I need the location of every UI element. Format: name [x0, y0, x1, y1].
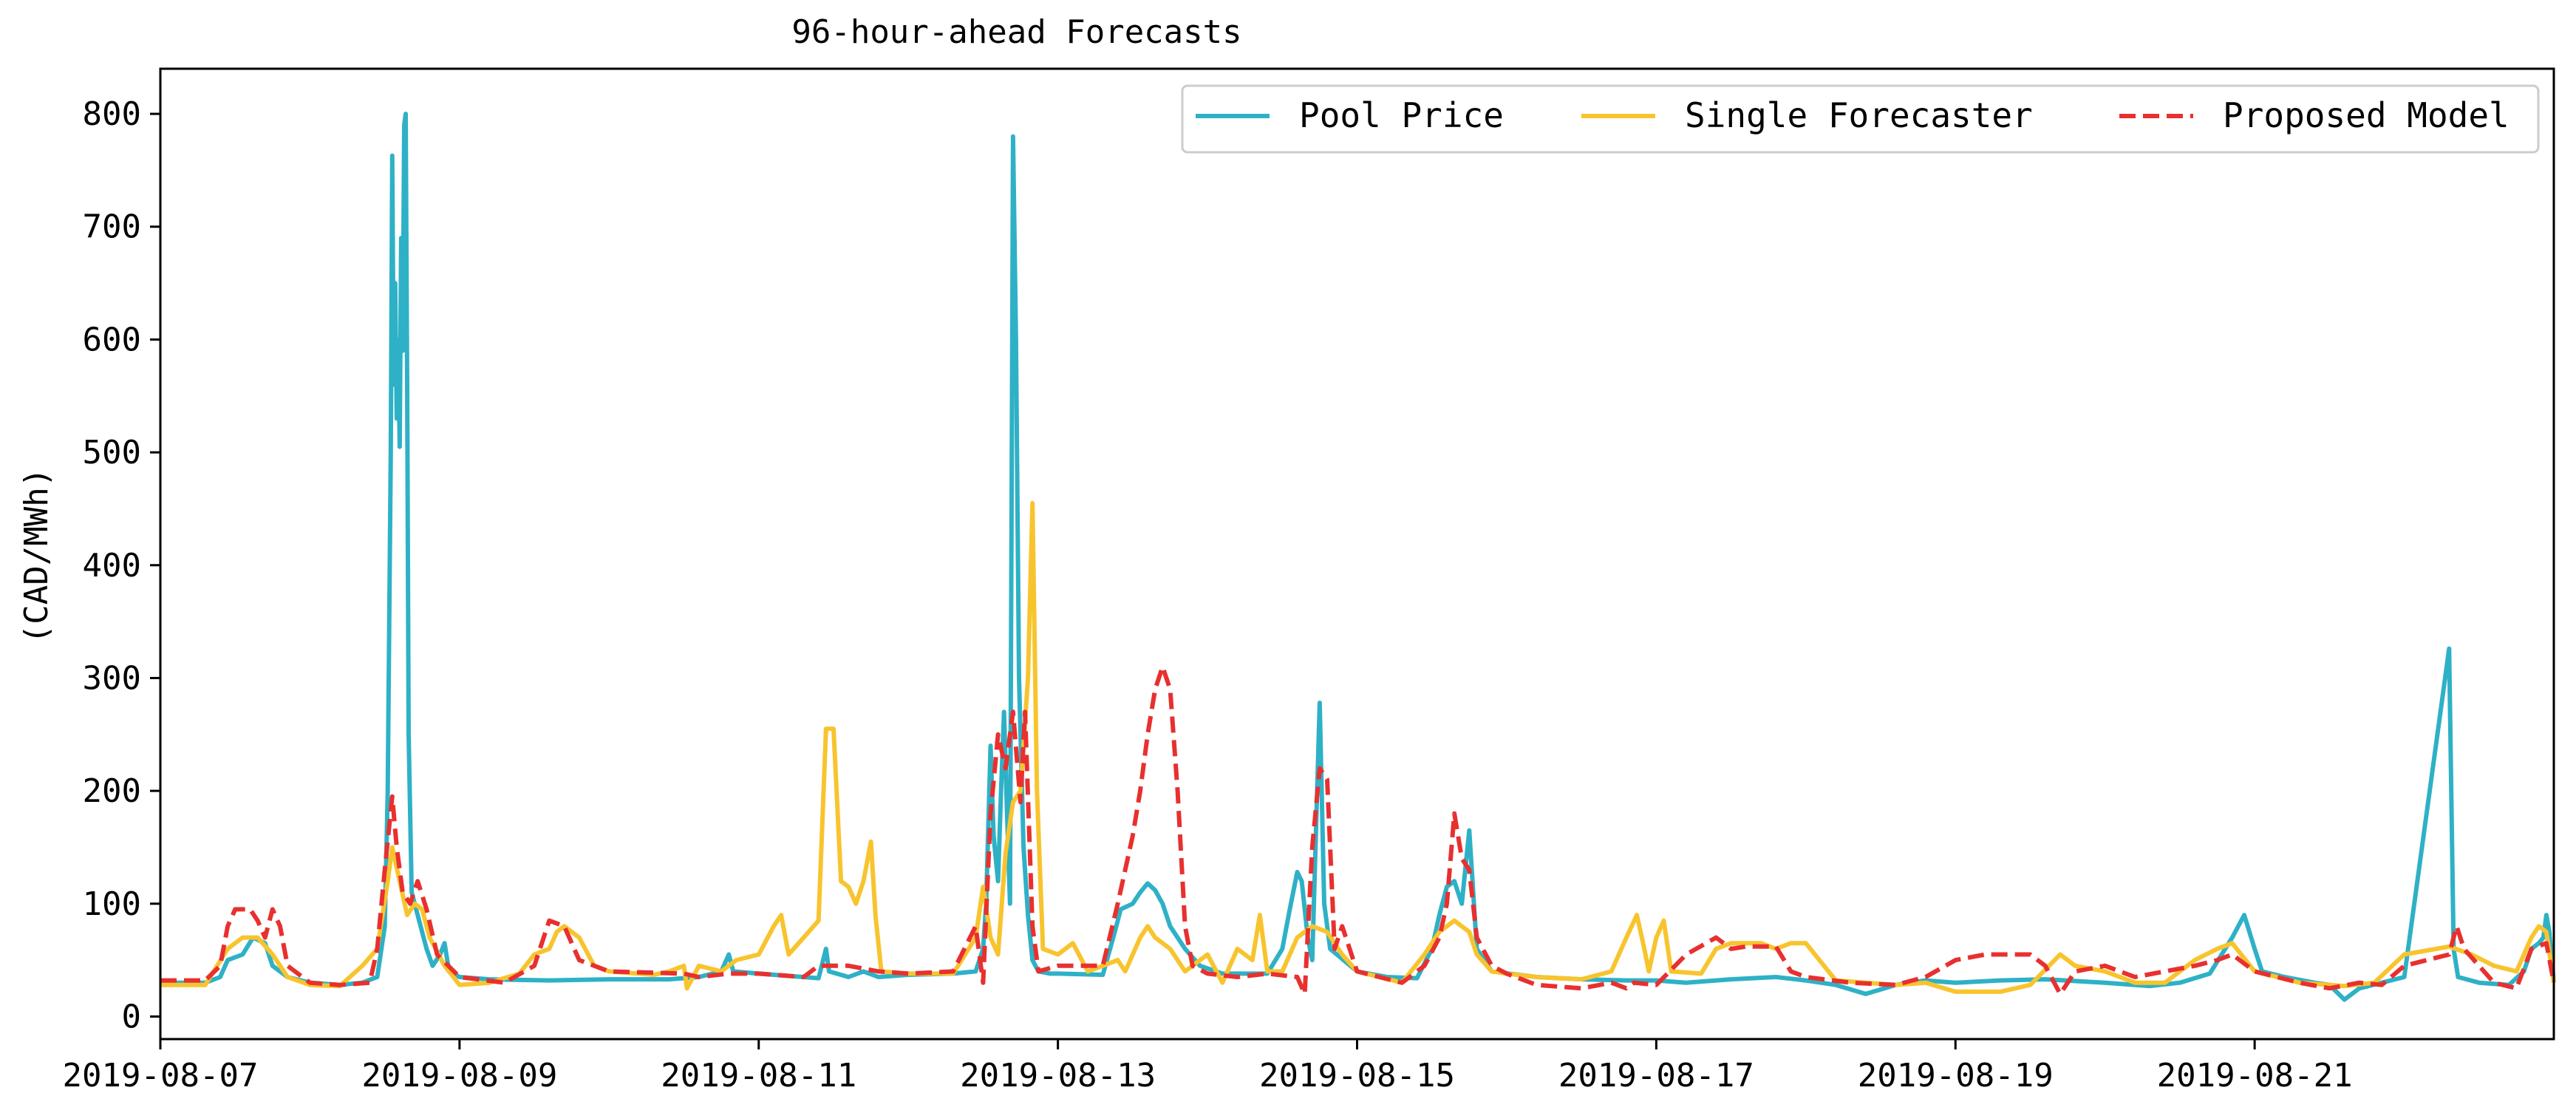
legend-label: Pool Price: [1299, 95, 1504, 135]
x-tick-label: 2019-08-15: [1259, 1057, 1455, 1095]
y-tick-label: 0: [122, 998, 142, 1035]
legend-label: Single Forecaster: [1685, 95, 2033, 135]
series-line-proposed-model: [160, 664, 2556, 996]
y-tick-label: 600: [83, 321, 141, 358]
x-tick-label: 2019-08-17: [1558, 1057, 1754, 1095]
y-tick-label: 400: [83, 547, 141, 585]
legend-box: [1181, 84, 2540, 154]
x-axis: 2019-08-07 2019-08-09 2019-08-11 2019-08-13…: [63, 1039, 2353, 1095]
plot-frame: [159, 67, 2555, 1041]
x-tick-label: 2019-08-07: [63, 1057, 259, 1095]
series-line-single-forecaster: [160, 500, 2556, 994]
series-line-pool-price: [160, 112, 2556, 1002]
plot-series: [160, 112, 2556, 1002]
y-tick-label: 200: [83, 772, 141, 810]
x-tick-label: 2019-08-11: [661, 1057, 856, 1095]
legend: Pool Price Single Forecaster Proposed Mode…: [1181, 84, 2540, 154]
y-axis: 0 100 200 300 400 500 600 700 800: [83, 95, 160, 1035]
y-tick-label: 100: [83, 885, 141, 923]
legend-label: Proposed Model: [2223, 95, 2509, 135]
x-tick-label: 2019-08-19: [1858, 1057, 2054, 1095]
x-tick-label: 2019-08-13: [960, 1057, 1156, 1095]
y-tick-label: 700: [83, 208, 141, 246]
y-tick-label: 500: [83, 434, 141, 472]
y-axis-label: (CAD/MWh): [18, 468, 55, 644]
y-tick-label: 300: [83, 659, 141, 697]
y-tick-label: 800: [83, 95, 141, 133]
chart-title: 96-hour-ahead Forecasts: [791, 13, 1241, 51]
x-tick-label: 2019-08-09: [361, 1057, 557, 1095]
x-tick-label: 2019-08-21: [2157, 1057, 2353, 1095]
